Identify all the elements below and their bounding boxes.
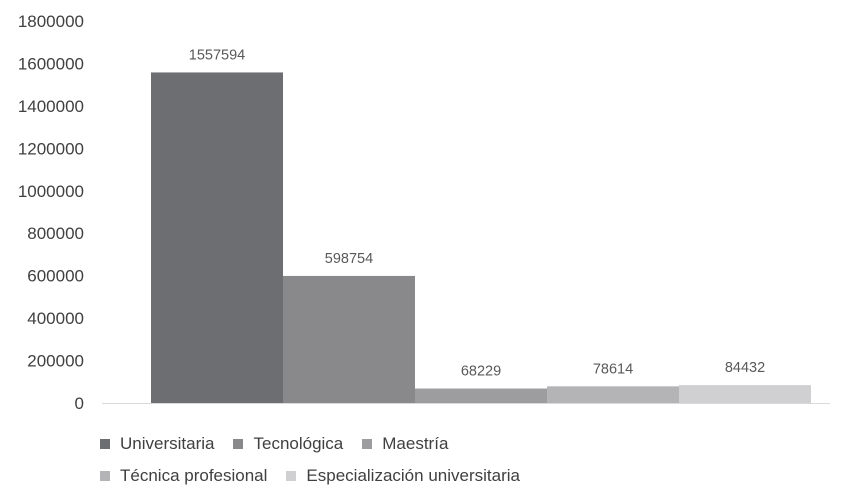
bar-tecnologica [283, 275, 415, 403]
legend-label-tecnica-profesional: Técnica profesional [120, 466, 268, 485]
y-tick-label: 400000 [27, 309, 84, 328]
legend-row-2: Técnica profesional Especialización univ… [100, 460, 820, 492]
y-tick-label: 1400000 [18, 97, 84, 116]
y-tick-label: 1000000 [18, 182, 84, 201]
bar-chart: 0 200000 400000 600000 800000 1000000 1200000 1… [18, 12, 830, 413]
legend-swatch-maestria [362, 439, 373, 449]
legend-item-universitaria: Universitaria [100, 434, 214, 454]
legend-swatch-universitaria [100, 439, 110, 449]
data-label-tecnologica: 598754 [325, 251, 373, 267]
legend-row-1: Universitaria Tecnológica Maestría [100, 428, 820, 460]
data-label-especializacion-universitaria: 84432 [725, 360, 765, 376]
data-labels: 1557594 598754 68229 78614 84432 [189, 47, 765, 379]
legend-swatch-especializacion-universitaria [286, 471, 297, 481]
bar-maestria [415, 388, 547, 403]
y-axis-ticks: 0 200000 400000 600000 800000 1000000 1200000 1… [18, 12, 84, 413]
bar-universitaria [151, 72, 283, 403]
legend-label-maestria: Maestría [382, 434, 449, 453]
legend: Universitaria Tecnológica Maestría Técni… [100, 428, 820, 492]
legend-item-tecnologica: Tecnológica [233, 434, 343, 454]
legend-item-maestria: Maestría [362, 434, 448, 454]
legend-swatch-tecnologica [233, 439, 244, 449]
y-tick-label: 800000 [27, 224, 84, 243]
bars [151, 72, 811, 403]
legend-label-especializacion-universitaria: Especialización universitaria [306, 466, 520, 485]
data-label-tecnica-profesional: 78614 [593, 361, 633, 377]
legend-item-especializacion-universitaria: Especialización universitaria [286, 466, 520, 486]
legend-label-universitaria: Universitaria [120, 434, 215, 453]
data-label-maestria: 68229 [461, 364, 501, 380]
y-tick-label: 200000 [27, 352, 84, 371]
bar-tecnica-profesional [547, 386, 679, 403]
bar-especializacion-universitaria [679, 385, 811, 403]
y-tick-label: 1800000 [18, 12, 84, 31]
data-label-universitaria: 1557594 [189, 47, 245, 63]
legend-swatch-tecnica-profesional [100, 471, 110, 481]
legend-item-tecnica-profesional: Técnica profesional [100, 466, 267, 486]
y-tick-label: 1200000 [18, 139, 84, 158]
legend-label-tecnologica: Tecnológica [253, 434, 344, 453]
y-tick-label: 600000 [27, 267, 84, 286]
y-tick-label: 0 [75, 394, 84, 413]
y-tick-label: 1600000 [18, 54, 84, 73]
